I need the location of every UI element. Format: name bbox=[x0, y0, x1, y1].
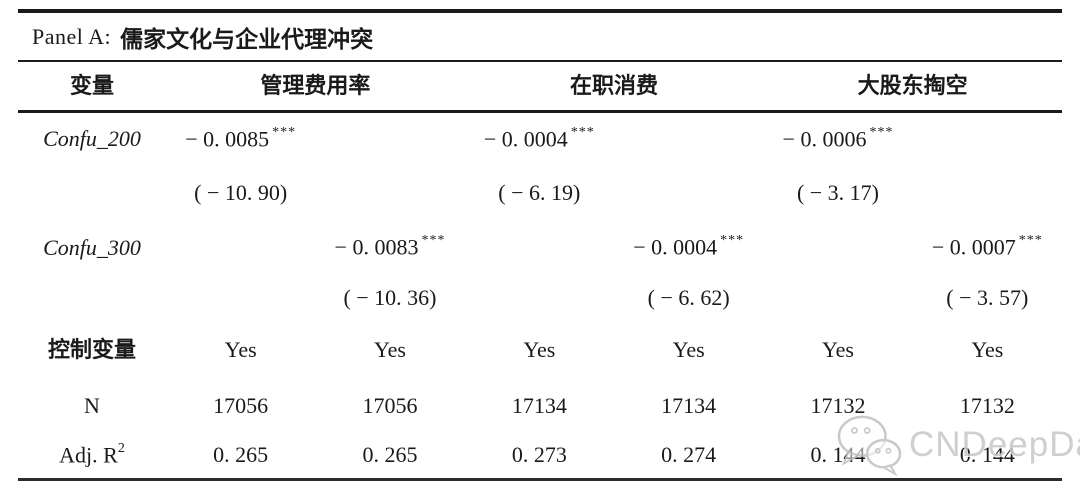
cell-controls-1: Yes bbox=[224, 337, 257, 362]
variable-confu300: Confu_300 bbox=[43, 234, 141, 260]
cell-tstat-admin1-confu200: ( − 10. 90) bbox=[194, 179, 288, 205]
panel-title: 儒家文化与企业代理冲突 bbox=[120, 26, 374, 52]
row-control-variables: 控制变量 Yes Yes Yes Yes Yes Yes bbox=[18, 320, 1062, 380]
col-header-tunneling: 大股东掏空 bbox=[857, 73, 968, 98]
row-label-adj-r2: Adj. R2 bbox=[18, 440, 166, 468]
row-label-n: N bbox=[84, 393, 100, 418]
cell-r2-2: 0. 265 bbox=[362, 442, 418, 467]
row-observations: N 17056 17056 17134 17134 17132 17132 bbox=[18, 380, 1062, 432]
panel-divider-rule bbox=[18, 60, 1062, 62]
cell-r2-1: 0. 265 bbox=[213, 442, 269, 467]
cell-tstat-perk2-confu300: ( − 6. 62) bbox=[647, 284, 730, 310]
cell-coef-perk2-confu300: − 0. 0004 *** bbox=[614, 233, 763, 260]
cell-n-6: 17132 bbox=[959, 393, 1015, 418]
cell-n-1: 17056 bbox=[213, 393, 269, 418]
row-confu300-tstat: ( − 10. 36) ( − 6. 62) ( − 3. 57) bbox=[18, 275, 1062, 320]
cell-coef-tunnel1-confu200: − 0. 0006 *** bbox=[763, 124, 912, 152]
coef-value: − 0. 0083 bbox=[334, 234, 419, 260]
adj-r2-exponent: 2 bbox=[117, 440, 125, 456]
cell-r2-4: 0. 274 bbox=[661, 442, 717, 467]
col-header-admin-expense-ratio: 管理费用率 bbox=[260, 73, 371, 98]
row-confu200-coef: Confu_200 − 0. 0085 *** − 0. 0004 *** − 0.… bbox=[18, 113, 1062, 165]
coef-value: − 0. 0006 bbox=[782, 126, 867, 152]
table-header-row: 变量 管理费用率 在职消费 大股东掏空 bbox=[18, 62, 1062, 110]
significance-stars: *** bbox=[570, 124, 595, 140]
significance-stars: *** bbox=[720, 233, 745, 249]
cell-tstat-admin2-confu300: ( − 10. 36) bbox=[343, 284, 437, 310]
col-header-variable: 变量 bbox=[69, 73, 114, 98]
cell-n-2: 17056 bbox=[362, 393, 418, 418]
cell-controls-4: Yes bbox=[672, 337, 705, 362]
coef-value: − 0. 0004 bbox=[633, 234, 718, 260]
bottom-border-rule bbox=[18, 478, 1062, 481]
variable-confu200: Confu_200 bbox=[43, 126, 141, 151]
cell-coef-admin2-confu300: − 0. 0083 *** bbox=[315, 233, 464, 260]
panel-title-row: Panel A: 儒家文化与企业代理冲突 bbox=[18, 13, 1062, 60]
significance-stars: *** bbox=[869, 124, 894, 140]
significance-stars: *** bbox=[421, 233, 446, 249]
cell-controls-5: Yes bbox=[821, 337, 854, 362]
cell-coef-perk1-confu200: − 0. 0004 *** bbox=[465, 124, 614, 152]
coef-value: − 0. 0004 bbox=[483, 126, 568, 152]
top-border-rule bbox=[18, 9, 1062, 13]
panel-label: Panel A: bbox=[32, 23, 112, 49]
significance-stars: *** bbox=[1018, 233, 1043, 249]
cell-controls-2: Yes bbox=[373, 337, 406, 362]
adj-r2-label: Adj. R bbox=[59, 442, 118, 468]
cell-coef-admin1-confu200: − 0. 0085 *** bbox=[166, 124, 315, 152]
col-header-perk-consumption: 在职消费 bbox=[569, 73, 658, 98]
cell-n-4: 17134 bbox=[661, 393, 717, 418]
cell-tstat-perk1-confu200: ( − 6. 19) bbox=[498, 179, 581, 205]
cell-controls-6: Yes bbox=[971, 337, 1004, 362]
cell-r2-6: 0. 144 bbox=[959, 442, 1015, 467]
row-label-controls: 控制变量 bbox=[47, 337, 136, 362]
coef-value: − 0. 0085 bbox=[185, 126, 270, 152]
cell-coef-tunnel2-confu300: − 0. 0007 *** bbox=[913, 233, 1062, 260]
coef-value: − 0. 0007 bbox=[931, 234, 1016, 260]
significance-stars: *** bbox=[272, 124, 297, 140]
row-confu300-coef: Confu_300 − 0. 0083 *** − 0. 0004 *** − 0.… bbox=[18, 220, 1062, 275]
cell-r2-5: 0. 144 bbox=[810, 442, 866, 467]
row-adjusted-r2: Adj. R2 0. 265 0. 265 0. 273 0. 274 0. 1… bbox=[18, 432, 1062, 478]
cell-controls-3: Yes bbox=[523, 337, 556, 362]
header-divider-rule bbox=[18, 110, 1062, 113]
cell-tstat-tunnel2-confu300: ( − 3. 57) bbox=[946, 284, 1029, 310]
cell-n-5: 17132 bbox=[810, 393, 866, 418]
cell-n-3: 17134 bbox=[511, 393, 567, 418]
cell-r2-3: 0. 273 bbox=[511, 442, 567, 467]
cell-tstat-tunnel1-confu200: ( − 3. 17) bbox=[796, 179, 880, 205]
row-confu200-tstat: ( − 10. 90) ( − 6. 19) ( − 3. 17) bbox=[18, 165, 1062, 220]
